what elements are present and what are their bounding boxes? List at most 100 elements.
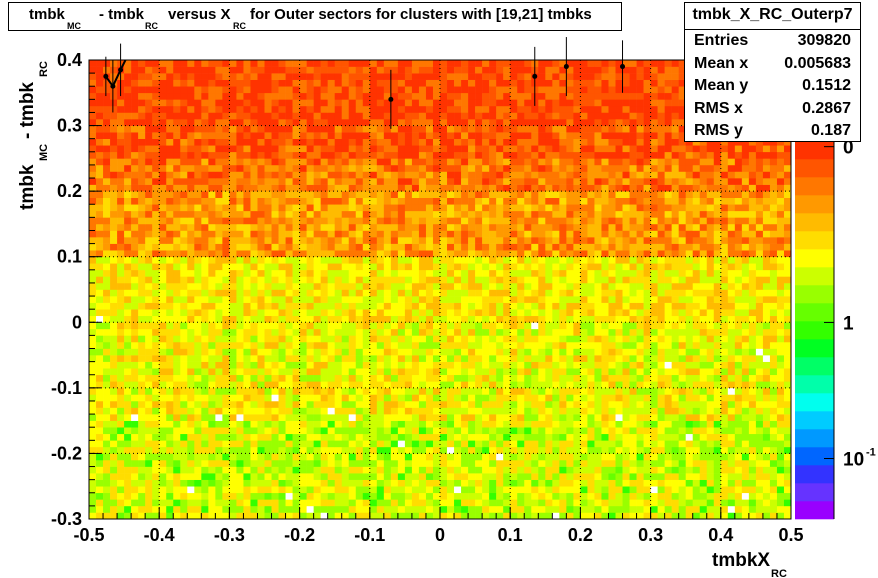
heatmap-cell <box>531 440 539 448</box>
heatmap-cell <box>320 256 328 264</box>
heatmap-cell <box>503 276 511 284</box>
heatmap-cell <box>510 289 518 297</box>
heatmap-cell <box>285 256 293 264</box>
heatmap-cell <box>636 486 644 494</box>
heatmap-cell <box>145 374 153 382</box>
heatmap-cell <box>440 269 448 277</box>
heatmap-cell <box>447 427 455 435</box>
heatmap-cell <box>769 381 778 389</box>
heatmap-cell <box>734 446 743 454</box>
heatmap-cell <box>755 466 764 474</box>
heatmap-cell <box>503 230 511 238</box>
heatmap-cell <box>334 335 343 343</box>
heatmap-cell <box>475 499 483 507</box>
heatmap-cell <box>96 446 104 454</box>
heatmap-cell <box>355 459 364 467</box>
heatmap-cell <box>622 335 630 343</box>
heatmap-cell <box>524 427 532 435</box>
heatmap-cell <box>482 269 490 277</box>
heatmap-cell <box>727 512 736 520</box>
heatmap-cell <box>271 223 279 231</box>
heatmap-cell <box>215 217 223 225</box>
heatmap-cell <box>685 459 694 467</box>
heatmap-cell <box>664 197 672 205</box>
heatmap-cell <box>285 394 293 402</box>
heatmap-cell <box>517 204 525 212</box>
heatmap-cell <box>657 348 665 356</box>
heatmap-cell <box>447 433 455 441</box>
heatmap-cell <box>594 269 602 277</box>
heatmap-cell <box>762 505 771 513</box>
heatmap-cell <box>264 309 272 317</box>
heatmap-cell <box>489 289 497 297</box>
heatmap-cell <box>173 243 181 251</box>
heatmap-cell <box>741 427 750 435</box>
heatmap-cell <box>720 210 729 218</box>
heatmap-cell <box>285 492 293 500</box>
heatmap-cell <box>538 427 546 435</box>
heatmap-cell <box>769 230 778 238</box>
heatmap-cell <box>496 335 504 343</box>
heatmap-cell <box>376 387 385 395</box>
heatmap-cell <box>278 446 286 454</box>
heatmap-cell <box>657 433 665 441</box>
heatmap-cell <box>699 256 708 264</box>
heatmap-cell <box>180 361 188 369</box>
heatmap-cell <box>440 276 448 284</box>
heatmap-cell <box>418 459 427 467</box>
heatmap-cell <box>475 473 483 480</box>
heatmap-cell <box>762 282 771 290</box>
heatmap-cell <box>243 361 251 369</box>
heatmap-cell <box>545 197 553 205</box>
heatmap-cell <box>587 407 595 415</box>
heatmap-cell <box>152 328 160 336</box>
heatmap-cell <box>741 282 750 290</box>
heatmap-cell <box>748 486 757 494</box>
heatmap-cell <box>629 486 637 494</box>
heatmap-cell <box>173 407 181 415</box>
heatmap-cell <box>159 250 167 258</box>
heatmap-cell <box>320 315 328 323</box>
heatmap-cell <box>313 512 321 520</box>
heatmap-cell <box>776 341 785 349</box>
heatmap-cell <box>397 427 406 435</box>
heatmap-cell <box>110 387 118 395</box>
heatmap-cell <box>664 315 672 323</box>
heatmap-cell <box>454 204 462 212</box>
heatmap-cell <box>257 269 265 277</box>
heatmap-cell <box>545 223 553 231</box>
heatmap-cell <box>706 473 715 480</box>
heatmap-cell <box>524 289 532 297</box>
heatmap-cell <box>440 335 448 343</box>
heatmap-cell <box>411 420 420 428</box>
heatmap-cell <box>152 512 160 520</box>
heatmap-cell <box>447 282 455 290</box>
heatmap-cell <box>236 433 244 441</box>
heatmap-cell <box>741 466 750 474</box>
heatmap-cell <box>552 204 560 212</box>
heatmap-cell <box>166 400 174 408</box>
heatmap-cell <box>608 328 616 336</box>
heatmap-cell <box>250 237 258 244</box>
heatmap-cell <box>313 374 321 382</box>
heatmap-cell <box>208 223 216 231</box>
heatmap-cell <box>685 335 694 343</box>
heatmap-cell <box>257 355 265 362</box>
heatmap-cell <box>468 230 476 238</box>
heatmap-cell <box>468 197 476 205</box>
heatmap-cell <box>475 486 483 494</box>
heatmap-cell <box>271 276 279 284</box>
heatmap-cell <box>692 486 701 494</box>
heatmap-cell <box>454 361 462 369</box>
heatmap-cell <box>713 282 722 290</box>
heatmap-cell <box>278 217 286 225</box>
heatmap-cell <box>418 374 427 382</box>
heatmap-cell <box>89 368 97 376</box>
heatmap-cell <box>587 368 595 376</box>
heatmap-cell <box>468 414 476 421</box>
heatmap-cell <box>397 315 406 323</box>
heatmap-cell <box>503 309 511 317</box>
heatmap-cell <box>650 223 658 231</box>
heatmap-cell <box>278 492 286 500</box>
heatmap-cell <box>692 296 701 303</box>
